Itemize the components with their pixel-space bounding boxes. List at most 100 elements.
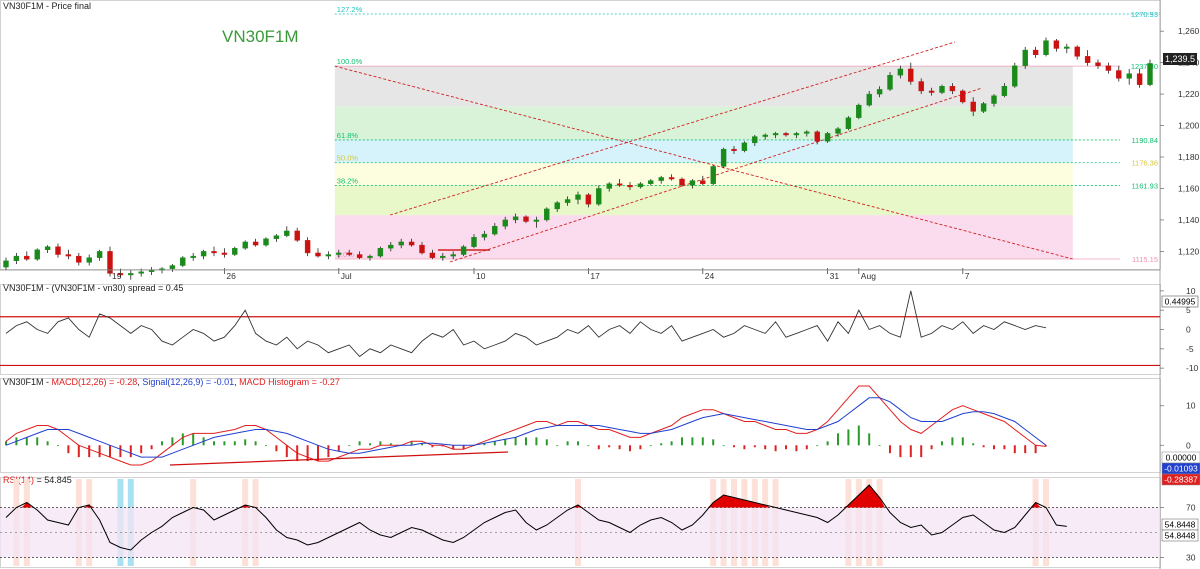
panel-frame	[0, 284, 1161, 375]
macd-hist-bar	[733, 445, 735, 448]
macd-hist-bar	[785, 445, 787, 450]
candle-body	[991, 95, 997, 104]
x-tick-label: 10	[476, 271, 486, 281]
candle-body	[377, 248, 384, 257]
candle-body	[180, 257, 186, 266]
y-tick-label: 1,120	[1178, 246, 1200, 256]
candle-body	[741, 142, 748, 151]
macd-hist-bar	[764, 445, 767, 450]
fib-band	[334, 185, 1073, 216]
macd-header-part: MACD(12,26) = -0.28	[52, 377, 138, 387]
candle-body	[1136, 73, 1143, 85]
y-tick-label: -10	[1186, 363, 1199, 373]
candle-body	[190, 255, 196, 258]
fibonacci-bands	[334, 66, 1073, 259]
candle-body	[897, 68, 904, 76]
macd-hist-bar	[722, 445, 725, 447]
candle-body	[616, 183, 623, 186]
candle-body	[76, 255, 82, 263]
macd-hist-bar	[1034, 445, 1037, 454]
macd-hist-bar	[857, 425, 860, 446]
macd-hist-bar	[36, 437, 39, 446]
rsi-badge	[1161, 529, 1199, 542]
rsi-band	[0, 507, 1160, 558]
candle-body	[856, 104, 862, 118]
fib-diagonal	[334, 65, 1073, 260]
macd-hist-bar	[514, 437, 517, 446]
macd-hist-bar	[317, 445, 319, 462]
candle-body	[679, 178, 685, 186]
macd-hist-bar	[1003, 445, 1006, 450]
candle-body	[44, 246, 51, 250]
candle-body	[1084, 56, 1091, 63]
y-tick-label: 1,200	[1178, 121, 1200, 131]
candle-body	[1147, 63, 1153, 85]
macd-hist-bar	[57, 445, 59, 447]
candle-body	[388, 244, 394, 249]
candle-body	[148, 270, 155, 273]
candle-body	[585, 194, 592, 205]
candle-body	[544, 208, 550, 221]
candle-body	[273, 235, 280, 239]
macd-badge-label: -0.01093	[1164, 464, 1198, 474]
macd-hist-bar	[275, 445, 278, 452]
candle-body	[908, 68, 914, 82]
candle-body	[596, 188, 602, 205]
y-tick-label: 10	[1186, 401, 1196, 411]
x-tick-label: Aug	[861, 271, 876, 281]
macd-hist-bar	[941, 441, 943, 446]
candle-body	[138, 271, 144, 274]
candle-body	[325, 254, 332, 257]
macd-hist-bar	[462, 445, 465, 450]
macd-hist-bar	[545, 439, 548, 446]
macd-hist-bar	[483, 443, 486, 446]
candle-body	[606, 183, 612, 189]
macd-hist-bar	[774, 445, 777, 452]
candle-body	[512, 216, 519, 221]
candle-body	[1043, 40, 1049, 55]
macd-hist-bar	[389, 443, 392, 446]
rsi-badge-label: 54.8448	[1165, 531, 1196, 541]
candle-body	[658, 177, 664, 181]
spread-y-axis: 10 5 0 -5 -10	[1160, 286, 1199, 373]
signal-line	[5, 397, 1047, 458]
rsi-badge-label: 54.8448	[1165, 520, 1196, 530]
panel-frame	[0, 0, 1161, 270]
fib-pct-label: 127.2%	[337, 5, 363, 14]
candle-body	[824, 133, 831, 142]
candle-body	[65, 254, 72, 257]
macd-hist-bar	[1024, 445, 1027, 454]
macd-hist-bar	[379, 441, 382, 446]
macd-hist-bar	[119, 445, 122, 458]
candle-body	[648, 180, 654, 184]
macd-trendline	[169, 451, 509, 466]
candle-body	[793, 133, 800, 136]
spread-header: VN30F1M - (VN30F1M - vn30) spread = 0.45	[3, 283, 183, 293]
macd-hist-bar	[743, 445, 746, 450]
spread-line	[5, 290, 1047, 358]
macd-hist-bar	[441, 445, 444, 447]
candle-body	[564, 199, 571, 203]
macd-hist-bar	[452, 445, 455, 450]
candle-body	[211, 251, 217, 254]
candle-body	[346, 252, 352, 255]
macd-hist-bar	[421, 443, 423, 446]
y-tick-label: 0	[1186, 440, 1191, 450]
y-tick-label: 0	[1186, 325, 1191, 335]
macd-hist-bar	[951, 437, 954, 446]
macd-hist-bar	[837, 433, 839, 446]
macd-hist-bar	[358, 441, 361, 446]
candle-body	[845, 117, 852, 129]
candle-body	[117, 273, 124, 276]
macd-hist-bar	[566, 441, 569, 446]
candle-body	[284, 230, 290, 236]
candle-body	[668, 177, 675, 180]
macd-hist-bar	[618, 445, 621, 450]
candle-body	[700, 180, 706, 184]
y-tick-label: -5	[1186, 344, 1194, 354]
candle-body	[128, 273, 134, 276]
macd-hist-bar	[67, 445, 70, 454]
rsi-overbought-area	[708, 495, 771, 508]
macd-hist-bar	[899, 445, 902, 458]
rsi-overbought-area	[843, 485, 885, 508]
